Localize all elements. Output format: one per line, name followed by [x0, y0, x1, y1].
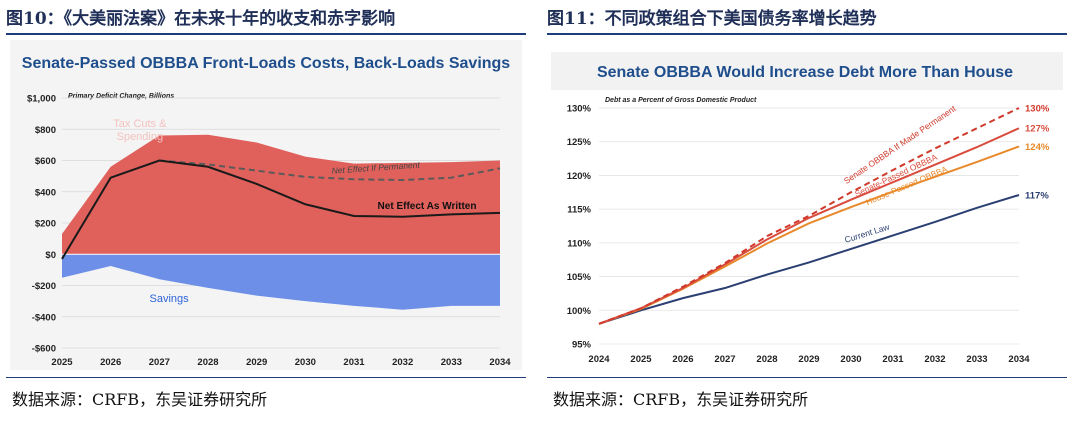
y-tick-label: 105%	[567, 272, 592, 283]
figure-11: 图11：不同政策组合下美国债务率增长趋势 Senate OBBBA Would …	[547, 0, 1067, 421]
y-tick-label: -$600	[32, 344, 56, 355]
y-tick-label: 125%	[567, 137, 592, 148]
y-tick-label: $0	[45, 250, 56, 261]
y-tick-label: -$400	[32, 312, 56, 323]
chart-subtitle: Primary Deficit Change, Billions	[68, 93, 174, 100]
end-value-label: 130%	[1025, 104, 1050, 115]
debt-chart-svg: Senate OBBBA Would Increase Debt More Th…	[551, 52, 1063, 365]
line-current-law	[598, 194, 1020, 325]
x-tick-label: 2030	[295, 357, 316, 368]
x-tick-label: 2026	[672, 354, 693, 365]
source-rule	[6, 377, 526, 378]
label-line: Tax Cuts &	[113, 118, 167, 130]
figure-caption: 图10：《大美丽法案》在未来十年的收支和赤字影响	[6, 9, 396, 29]
chart-deficit-change: Senate-Passed OBBBA Front-Loads Costs, B…	[10, 40, 522, 370]
x-tick-label: 2033	[441, 357, 462, 368]
title-band	[551, 52, 1063, 90]
chart-debt-ratio: Senate OBBBA Would Increase Debt More Th…	[551, 40, 1063, 370]
label-savings: Savings	[149, 293, 189, 305]
y-tick-label: 120%	[567, 171, 592, 182]
label-net-effect-as-written: Net Effect As Written	[378, 201, 477, 212]
x-tick-label: 2028	[756, 354, 777, 365]
y-tick-label: $600	[35, 156, 56, 167]
x-tick-label: 2032	[924, 354, 945, 365]
y-tick-label: 100%	[567, 306, 592, 317]
label-tax-cuts-spending: Tax Cuts & Spending	[113, 118, 167, 143]
x-tick-label: 2032	[392, 357, 413, 368]
x-tick-label: 2031	[343, 357, 365, 368]
figure-caption: 图11：不同政策组合下美国债务率增长趋势	[547, 9, 877, 29]
label-line: Spending	[117, 131, 164, 143]
y-tick-label: 115%	[567, 205, 591, 216]
x-tick-label: 2027	[149, 357, 170, 368]
area-savings	[62, 254, 500, 310]
y-tick-label: 95%	[572, 340, 592, 351]
figure-10: 图10：《大美丽法案》在未来十年的收支和赤字影响 Senate-Passed O…	[6, 0, 526, 421]
x-tick-label: 2026	[100, 357, 121, 368]
deficit-chart-svg: Senate-Passed OBBBA Front-Loads Costs, B…	[10, 40, 522, 370]
x-tick-label: 2025	[51, 357, 73, 368]
x-tick-label: 2027	[714, 354, 735, 365]
line-senate-passed	[598, 127, 1020, 325]
label-current-law: Current Law	[843, 221, 891, 244]
end-value-label: 124%	[1025, 142, 1050, 153]
end-value-label: 117%	[1025, 190, 1049, 201]
x-tick-label: 2034	[1008, 354, 1030, 365]
x-tick-label: 2029	[798, 354, 819, 365]
x-tick-label: 2025	[630, 354, 652, 365]
y-tick-label: 110%	[567, 238, 591, 249]
y-tick-label: $200	[35, 219, 56, 230]
end-value-label: 127%	[1025, 124, 1050, 135]
y-tick-label: 130%	[567, 104, 592, 115]
chart-subtitle: Debt as a Percent of Gross Domestic Prod…	[605, 97, 757, 104]
y-tick-label: $400	[35, 187, 56, 198]
x-tick-label: 2033	[966, 354, 987, 365]
line-senate-if-permanent	[598, 107, 1020, 325]
x-tick-label: 2028	[197, 357, 218, 368]
caption-rule	[6, 33, 526, 35]
caption-rule	[547, 33, 1067, 35]
chart-title: Senate OBBBA Would Increase Debt More Th…	[597, 64, 1013, 81]
y-tick-label: $800	[35, 125, 56, 136]
source-rule	[547, 377, 1067, 378]
line-net-effect-as-written	[61, 159, 501, 260]
source-note: 数据来源：CRFB，东吴证券研究所	[553, 390, 809, 409]
x-tick-label: 2031	[882, 354, 904, 365]
y-tick-label: $1,000	[27, 94, 56, 105]
line-net-effect-if-permanent	[159, 159, 501, 182]
chart-title: Senate-Passed OBBBA Front-Loads Costs, B…	[22, 55, 511, 72]
x-tick-label: 2024	[588, 354, 610, 365]
x-tick-label: 2034	[489, 357, 511, 368]
x-tick-label: 2029	[246, 357, 267, 368]
x-tick-label: 2030	[840, 354, 861, 365]
source-note: 数据来源：CRFB，东吴证券研究所	[12, 390, 268, 409]
y-tick-label: -$200	[32, 281, 56, 292]
